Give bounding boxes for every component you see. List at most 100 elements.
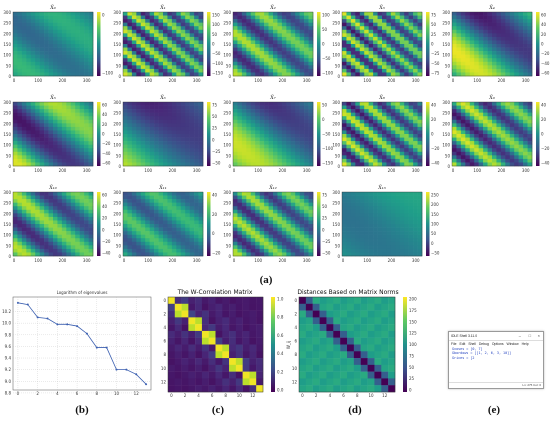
heatmap-cell [136, 58, 142, 63]
heatmap-cell [48, 252, 54, 257]
heatmap-cell [84, 116, 89, 121]
heatmap-cell [127, 216, 133, 221]
y-tick-label: 0 [337, 74, 340, 79]
heatmap-cell [189, 109, 195, 113]
heatmap-cell [145, 116, 150, 121]
heatmap-cell [180, 241, 186, 246]
heatmap-cell [198, 116, 204, 121]
heatmap-cell [176, 141, 182, 145]
heatmap-cell [523, 134, 528, 138]
w-correlation-cell [242, 297, 250, 304]
heatmap-cell [66, 40, 72, 45]
heatmap-cell [382, 22, 387, 27]
heatmap-cell [75, 213, 80, 218]
heatmap-cell [66, 202, 72, 207]
heatmap-cell [487, 65, 493, 70]
heatmap-cell [286, 102, 292, 106]
x-tick-label: 0 [452, 168, 455, 173]
heatmap-cell [57, 12, 63, 16]
heatmap-cell [84, 51, 89, 55]
y-tick-label: 50 [226, 243, 232, 248]
heatmap-cell [171, 26, 177, 31]
heatmap-cell [399, 105, 405, 110]
heatmap-cell [140, 65, 146, 70]
heatmap-cell [259, 248, 265, 253]
heatmap-cell [88, 202, 94, 207]
heatmap-cell [163, 220, 168, 225]
heatmap-cell [163, 144, 168, 149]
heatmap-cell [21, 15, 27, 20]
heatmap-cell [53, 134, 58, 138]
heatmap-cell [290, 112, 296, 117]
heatmap-cell [500, 137, 506, 142]
heatmap-cell [355, 216, 361, 221]
heatmap-cell [492, 102, 497, 106]
heatmap-cell [281, 61, 287, 66]
heatmap-cell [194, 29, 199, 34]
heatmap-cell [123, 44, 128, 48]
heatmap-cell [456, 40, 462, 45]
heatmap-cell [518, 72, 524, 77]
heatmap-cell [452, 58, 457, 63]
heatmap-cell [44, 220, 49, 225]
heatmap-cell [171, 224, 177, 228]
heatmap-cell [154, 238, 159, 243]
heatmap-cell [364, 33, 369, 38]
colorbar [207, 102, 211, 166]
x-tick-label: 10 [114, 391, 120, 396]
heatmap-cell [514, 29, 519, 34]
heatmap-cell [456, 158, 462, 163]
heatmap-cell [57, 192, 63, 196]
heatmap-cell [136, 22, 142, 27]
colorbar-tick-label: 75 [322, 193, 328, 198]
heatmap-cell [359, 36, 365, 41]
heatmap-cell [140, 19, 146, 23]
x-tick-label: 100 [473, 78, 481, 83]
heatmap-cell [268, 15, 274, 20]
heatmap-cell [131, 109, 137, 113]
heatmap-cell [346, 144, 352, 149]
colorbar-tick-label: 0 [322, 42, 325, 47]
heatmap-cell [70, 216, 76, 221]
data-point [135, 373, 138, 376]
heatmap-cell [194, 130, 199, 135]
heatmap-cell [39, 40, 45, 45]
y-tick-label: 200 [332, 121, 340, 126]
heatmap-cell [281, 12, 287, 16]
heatmap-cell [286, 44, 292, 48]
heatmap-cell [505, 144, 511, 149]
heatmap-cell [185, 137, 190, 142]
heatmap-cell [180, 158, 186, 163]
colorbar-tick-label: −20 [212, 251, 221, 256]
heatmap-cell [268, 47, 274, 52]
heatmap-cell [377, 148, 383, 153]
heatmap-cell [189, 195, 195, 200]
heatmap-cell [364, 12, 369, 16]
heatmap-cell [487, 102, 493, 106]
heatmap-cell [382, 148, 387, 153]
heatmap-cell [350, 19, 356, 23]
heatmap-cell [255, 220, 260, 225]
heatmap-cell [368, 241, 374, 246]
heatmap-cell [30, 213, 36, 218]
heatmap-cell [233, 216, 238, 221]
heatmap-cell [26, 65, 32, 70]
heatmap-cell [505, 162, 511, 167]
heatmap-cell [395, 61, 401, 66]
heatmap-cell [237, 51, 243, 55]
heatmap-cell [127, 195, 133, 200]
heatmap-cell [246, 238, 252, 243]
heatmap-cell [123, 195, 128, 200]
heatmap-cell [413, 216, 418, 221]
heatmap-cell [390, 102, 396, 106]
heatmap-cell [355, 126, 361, 131]
heatmap-cell [194, 68, 199, 73]
heatmap-cell [84, 119, 89, 124]
heatmap-cell [308, 209, 314, 214]
heatmap-cell [75, 199, 80, 203]
heatmap-cell [355, 148, 361, 153]
heatmap-cell [478, 58, 484, 63]
heatmap-cell [246, 102, 252, 106]
heatmap-cell [350, 137, 356, 142]
heatmap-cell [250, 192, 256, 196]
